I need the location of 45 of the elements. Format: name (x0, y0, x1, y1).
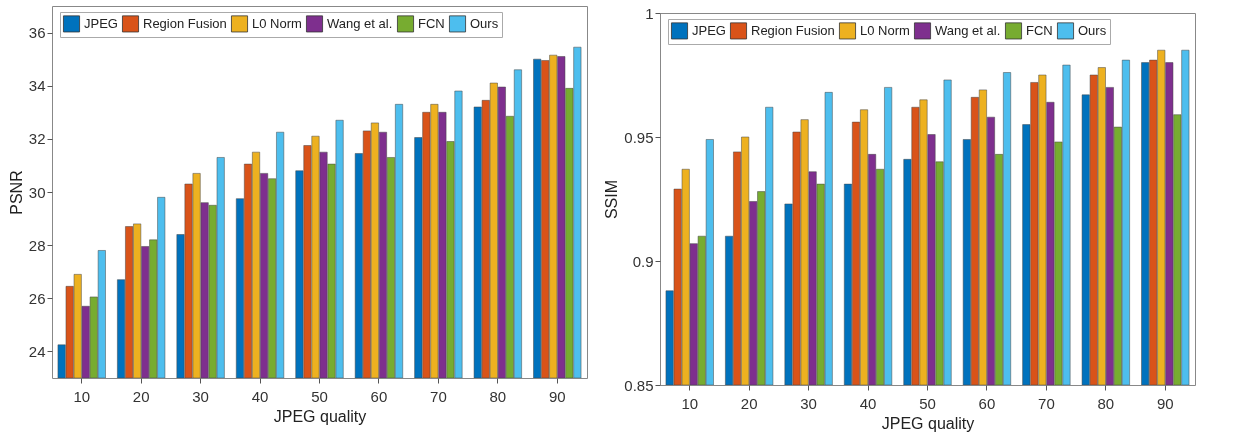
x-tick-label: 50 (311, 387, 328, 405)
y-tick-label: 0.95 (624, 128, 654, 146)
x-tick-label: 70 (1038, 394, 1055, 412)
x-tick-label: 30 (192, 387, 209, 405)
y-tick-label: 0.9 (632, 252, 654, 270)
y-axis-title: PSNR (7, 170, 25, 215)
legend-label: Region Fusion (751, 22, 835, 38)
x-tick-label: 50 (919, 394, 936, 412)
x-axis-title: JPEG quality (881, 414, 975, 432)
y-tick-label: 26 (28, 289, 46, 307)
x-tick-label: 80 (1097, 394, 1115, 412)
x-tick-label: 40 (859, 394, 877, 412)
legend-label: L0 Norm (252, 15, 302, 31)
x-axis-title: JPEG quality (273, 407, 367, 425)
legend-label: Wang et al. (935, 22, 1001, 38)
y-tick-label: 34 (28, 77, 46, 95)
legend-label: FCN (1026, 22, 1053, 38)
x-tick-label: 20 (740, 394, 758, 412)
x-tick-label: 70 (430, 387, 447, 405)
legend-label: Ours (470, 15, 499, 31)
legend-label: Wang et al. (327, 15, 393, 31)
y-tick-label: 28 (28, 236, 46, 254)
y-tick-label: 36 (28, 24, 46, 42)
x-tick-label: 90 (548, 387, 566, 405)
x-tick-label: 80 (489, 387, 507, 405)
x-tick-label: 90 (1156, 394, 1174, 412)
y-tick-label: 32 (28, 130, 46, 148)
y-axis-title: SSIM (603, 179, 621, 220)
x-tick-label: 10 (681, 394, 699, 412)
y-tick-label: 1 (645, 4, 654, 22)
legend-label: Ours (1078, 22, 1107, 38)
legend-label: FCN (418, 15, 445, 31)
x-tick-label: 30 (800, 394, 817, 412)
legend-label: JPEG (84, 15, 118, 31)
x-tick-label: 60 (978, 394, 996, 412)
x-tick-label: 20 (132, 387, 150, 405)
legend-label: JPEG (692, 22, 726, 38)
y-tick-label: 0.85 (624, 376, 654, 394)
legend-label: L0 Norm (860, 22, 910, 38)
x-tick-label: 60 (370, 387, 388, 405)
y-tick-label: 24 (28, 342, 46, 360)
y-tick-label: 30 (28, 183, 46, 201)
x-tick-label: 10 (73, 387, 91, 405)
x-tick-label: 40 (251, 387, 269, 405)
legend-label: Region Fusion (143, 15, 227, 31)
